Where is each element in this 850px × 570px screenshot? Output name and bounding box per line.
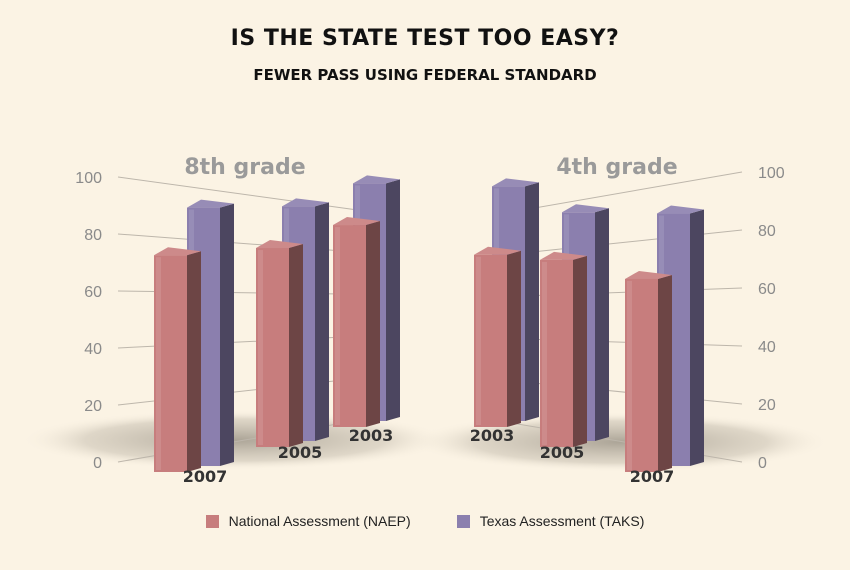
legend-label-naep: National Assessment (NAEP) [228, 513, 411, 529]
x-category-label: 2003 [470, 426, 515, 445]
y-tick-label: 60 [84, 284, 102, 301]
bar-naep-2003-top [333, 217, 380, 226]
bar-taks-2003-side [386, 179, 400, 421]
bar-taks-2003-side [525, 182, 539, 421]
bar-naep-2003-top [474, 246, 521, 255]
y-tick-label: 20 [758, 397, 776, 414]
panel-title: 8th grade [184, 155, 305, 180]
bar-naep-2007-highlight [156, 257, 161, 470]
x-category-label: 2007 [630, 467, 675, 486]
y-tick-label: 100 [75, 170, 102, 187]
bar-taks-2007-top [657, 205, 704, 214]
x-category-label: 2005 [540, 443, 585, 462]
y-tick-label: 40 [84, 341, 102, 358]
x-category-label: 2007 [183, 467, 228, 486]
legend-swatch-naep [205, 514, 219, 528]
bar-naep-2003-highlight [335, 227, 340, 425]
y-tick-label: 0 [93, 455, 102, 472]
bar-naep-2005-top [540, 251, 587, 260]
bar-naep-2003-highlight [476, 256, 481, 425]
x-category-label: 2003 [349, 426, 394, 445]
bar-taks-2005-top [562, 204, 609, 213]
chart-subtitle: FEWER PASS USING FEDERAL STANDARD [253, 66, 597, 84]
legend-swatch-taks [456, 514, 470, 528]
x-category-label: 2005 [278, 443, 323, 462]
y-tick-label: 0 [758, 455, 767, 472]
y-tick-label: 40 [758, 339, 776, 356]
bar-naep-2003-side [507, 250, 521, 427]
bar-taks-2005-side [595, 208, 609, 441]
panel-title: 4th grade [556, 155, 677, 180]
y-tick-label: 20 [84, 398, 102, 415]
bar-naep-2005-top [256, 240, 303, 249]
bar-taks-2005-top [282, 198, 329, 207]
bar-naep-2005-highlight [258, 250, 263, 445]
bar-naep-2007-top [154, 247, 201, 256]
y-tick-label: 60 [758, 281, 776, 298]
bar-taks-2003-top [353, 175, 400, 184]
legend-item-naep: National Assessment (NAEP) [205, 513, 411, 529]
bar-taks-2007-side [220, 203, 234, 467]
bar-taks-2005-side [315, 202, 329, 441]
legend-label-taks: Texas Assessment (TAKS) [479, 513, 645, 529]
bar-taks-2007-top [187, 199, 234, 208]
bar-naep-2007-top [625, 270, 672, 279]
chart-title: IS THE STATE TEST TOO EASY? [230, 26, 620, 51]
bar-naep-2007-side [658, 274, 672, 472]
legend: National Assessment (NAEP) Texas Assessm… [0, 513, 850, 529]
legend-item-taks: Texas Assessment (TAKS) [456, 513, 645, 529]
bar-naep-2005-highlight [542, 261, 547, 445]
bar-naep-2003-side [366, 221, 380, 427]
bar-naep-2005-side [573, 255, 587, 447]
y-tick-label: 80 [758, 223, 776, 240]
bar-taks-2007-side [690, 209, 704, 467]
gridline [117, 233, 373, 254]
y-tick-label: 100 [758, 165, 785, 182]
bar-taks-2003-top [492, 178, 539, 187]
bar-naep-2005-side [289, 244, 303, 447]
gridline [117, 176, 373, 213]
bar-naep-2007-highlight [627, 280, 632, 470]
bar-naep-2007-side [187, 251, 201, 472]
y-tick-label: 80 [84, 227, 102, 244]
ground-shadow [410, 412, 830, 472]
